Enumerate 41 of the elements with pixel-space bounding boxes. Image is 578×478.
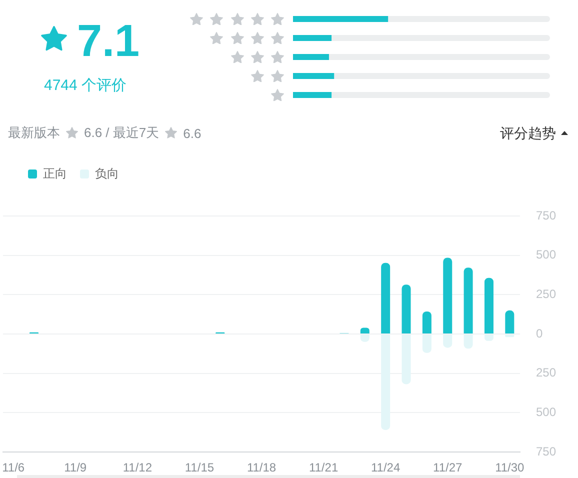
x-tick-label: 11/9 — [64, 460, 87, 475]
legend-label: 负向 — [95, 166, 119, 180]
bar — [334, 73, 550, 79]
bar — [464, 268, 473, 334]
bar — [422, 312, 432, 334]
x-tick-label: 11/15 — [184, 460, 214, 475]
x-tick-label: 11/18 — [246, 460, 276, 475]
bar — [293, 35, 332, 41]
bar — [332, 92, 550, 98]
bar — [293, 73, 334, 79]
y-tick-label: 500 — [536, 404, 556, 419]
bar — [388, 16, 550, 22]
text: 最新版本 — [8, 124, 60, 142]
y-tick-label: 250 — [536, 286, 556, 301]
x-tick-label: 11/6 — [2, 460, 25, 475]
chart-title: 评分趋势 — [500, 125, 556, 141]
x-tick-label: 11/12 — [122, 460, 152, 475]
y-tick-label: 750 — [536, 208, 556, 222]
text: 4744 个评价 — [44, 77, 127, 95]
bar — [402, 284, 411, 334]
bar — [328, 54, 550, 60]
bar — [293, 92, 332, 98]
x-tick-label: 11/30 — [495, 460, 525, 475]
x-tick-label: 11/24 — [371, 460, 400, 475]
bar — [381, 262, 390, 334]
bar — [293, 54, 329, 60]
bar — [443, 258, 452, 334]
y-tick-label: 750 — [536, 444, 556, 458]
bar — [484, 278, 494, 334]
bar — [332, 35, 550, 41]
bar — [505, 310, 514, 334]
y-tick-label: 500 — [536, 248, 556, 262]
text: 6.6 — [183, 126, 202, 140]
text: 7.1 — [77, 15, 140, 66]
bar — [293, 16, 388, 22]
y-tick-label: 0 — [536, 326, 543, 340]
y-tick-label: 250 — [536, 366, 556, 380]
text: 6.6 / 最近7天 — [84, 124, 160, 142]
x-tick-label: 11/21 — [308, 460, 338, 475]
legend-label: 正向 — [43, 166, 67, 180]
x-tick-label: 11/27 — [433, 460, 463, 475]
